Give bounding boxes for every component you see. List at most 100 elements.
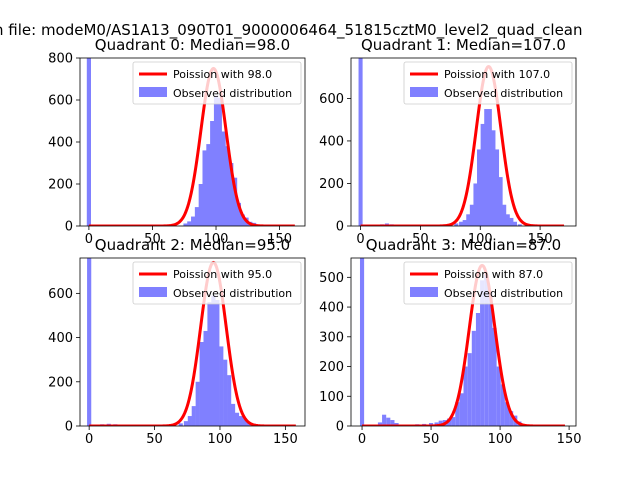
legend-fit-label: Poission with 98.0 [173, 68, 272, 81]
histogram-bar [502, 204, 507, 226]
histogram-bar [498, 177, 503, 226]
histogram-bar [183, 421, 189, 426]
plot-area [358, 58, 565, 226]
figure-suptitle: n file: modeM0/AS1A13_090T01_9000006464_… [0, 21, 583, 40]
poisson-fit-line [360, 64, 565, 226]
histogram-bar [210, 121, 215, 226]
histogram-bar [469, 204, 474, 226]
histogram-bar [500, 384, 505, 426]
histogram-bar [207, 302, 212, 426]
histogram-bar [238, 416, 243, 426]
y-tick-label: 200 [319, 177, 344, 192]
chart-panel-0: 0 50 100 150 0 200 400 600 800 Quadrant 0: Median… [48, 36, 306, 247]
x-tick-label: 50 [412, 232, 429, 247]
y-tick-label: 0 [65, 220, 73, 235]
y-tick-label: 400 [319, 134, 344, 149]
histogram-bar [86, 58, 91, 226]
histogram-bar [187, 416, 192, 426]
legend-hist-label: Observed distribution [444, 287, 563, 300]
histogram-bar [488, 292, 493, 426]
y-tick-label: 400 [48, 331, 73, 346]
histogram-bar [480, 123, 485, 226]
histogram-bar [229, 163, 234, 226]
x-tick-label: 150 [273, 432, 298, 447]
histogram-bar [471, 330, 476, 426]
histogram-bar [191, 216, 196, 226]
legend-bar-swatch [139, 287, 167, 297]
histogram-bar [227, 375, 232, 426]
histogram-bar [480, 280, 485, 426]
histogram-bar [487, 109, 492, 226]
histogram-bar [494, 149, 500, 226]
x-tick-label: 0 [358, 432, 366, 447]
histogram-bar [484, 274, 489, 426]
histogram-bar [491, 130, 496, 226]
histogram-bar [234, 412, 240, 426]
histogram-bar [454, 223, 459, 226]
histogram-bar [463, 366, 468, 426]
y-tick-label: 600 [48, 94, 73, 109]
histogram-bar [386, 417, 391, 426]
legend-hist-label: Observed distribution [173, 87, 292, 100]
y-tick-label: 600 [48, 287, 73, 302]
chart-title: Quadrant 0: Median=98.0 [95, 36, 290, 54]
histogram-bar [459, 221, 464, 226]
chart-title: Quadrant 2: Median=95.0 [95, 236, 290, 254]
histogram-bar [236, 202, 241, 226]
histogram-bar [215, 300, 220, 426]
histogram-bar [496, 366, 501, 426]
histogram-bar [203, 330, 208, 426]
x-tick-label: 0 [356, 232, 364, 247]
legend-fit-label: Poission with 107.0 [444, 68, 550, 81]
legend-fit-label: Poission with 95.0 [173, 268, 272, 281]
histogram-bar [492, 327, 497, 426]
legend: Poission with 87.0 Observed distribution [403, 261, 573, 305]
histogram-bar [438, 420, 443, 426]
y-tick-label: 200 [319, 360, 344, 375]
x-tick-label: 100 [488, 432, 513, 447]
histogram-bar [359, 258, 365, 426]
histogram-bar [183, 223, 188, 226]
y-tick-label: 300 [319, 330, 344, 345]
x-tick-label: 50 [146, 432, 163, 447]
y-tick-label: 500 [319, 271, 344, 286]
histogram-bar [219, 346, 224, 426]
x-tick-label: 0 [85, 432, 93, 447]
x-tick-label: 50 [423, 432, 440, 447]
histogram-bar [473, 183, 478, 226]
histogram-bar [377, 422, 383, 426]
histogram-bar [240, 214, 245, 226]
histogram-bar [178, 423, 183, 426]
histogram-bar [475, 313, 481, 426]
y-tick-label: 400 [48, 136, 73, 151]
legend: Poission with 98.0 Observed distribution [132, 61, 302, 105]
histogram-bar [232, 177, 238, 226]
y-tick-label: 200 [48, 375, 73, 390]
histogram-bar [451, 417, 456, 426]
y-tick-label: 100 [319, 390, 344, 405]
histogram-bar [199, 342, 204, 426]
histogram-bar [225, 146, 230, 226]
y-tick-label: 400 [319, 301, 344, 316]
legend-hist-label: Observed distribution [173, 287, 292, 300]
legend-bar-swatch [410, 287, 438, 297]
x-tick-label: 0 [85, 232, 93, 247]
histogram-bar [198, 184, 203, 226]
x-tick-label: 50 [144, 232, 161, 247]
histogram-bar [509, 217, 514, 226]
x-tick-label: 150 [557, 432, 582, 447]
x-tick-label: 150 [267, 232, 292, 247]
legend-box [132, 261, 302, 305]
chart-title: Quadrant 1: Median=107.0 [361, 36, 566, 54]
y-tick-label: 800 [48, 52, 73, 67]
histogram-bar [358, 58, 363, 226]
histogram-bar [195, 381, 200, 426]
axes-frame [79, 257, 306, 427]
y-tick-label: 200 [48, 178, 73, 193]
x-tick-label: 100 [204, 232, 229, 247]
histogram-bar [517, 224, 522, 226]
histogram-bar [221, 131, 226, 226]
legend-hist-label: Observed distribution [444, 87, 563, 100]
histogram-bar [206, 144, 211, 226]
